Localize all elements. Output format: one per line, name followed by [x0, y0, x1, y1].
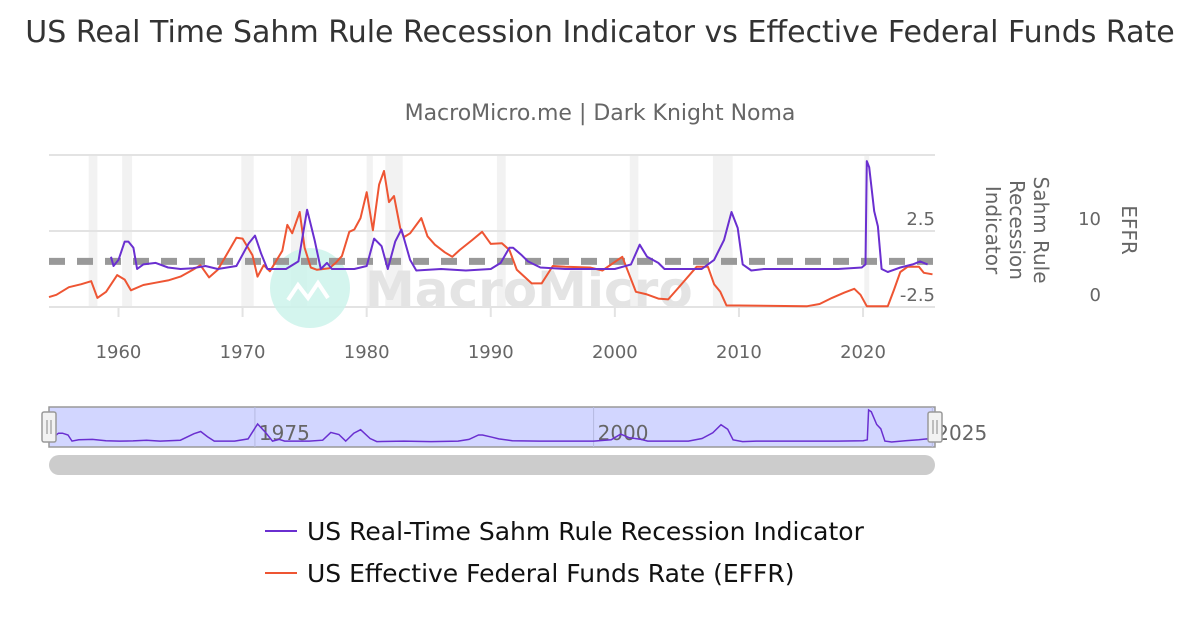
- effr-axis-title: EFFR: [1117, 205, 1141, 255]
- legend-item-effr[interactable]: US Effective Federal Funds Rate (EFFR): [265, 552, 864, 594]
- x-tick-label: 2000: [592, 342, 638, 363]
- effr-line: [48, 170, 933, 308]
- axes: 1960 1970 1980 1990 2000 2010 2020 2.5 -2.5 10 0 Sa…: [96, 176, 1141, 363]
- x-tick-label: 1980: [344, 342, 390, 363]
- navigator-tick-label: 2000: [598, 421, 649, 445]
- navigator-selection[interactable]: [48, 406, 936, 448]
- axis-title-line: Sahm Rule: [1029, 176, 1053, 283]
- grid-lines: [49, 154, 935, 308]
- sahm-axis-tick-label: 2.5: [906, 209, 935, 230]
- x-tick-label: 1960: [96, 342, 142, 363]
- x-tick-label: 1990: [468, 342, 514, 363]
- legend: US Real-Time Sahm Rule Recession Indicat…: [265, 510, 864, 594]
- sahm-axis-tick-label: -2.5: [900, 285, 935, 306]
- series-lines: [48, 160, 935, 308]
- sahm-axis-title: Sahm RuleRecessionIndicator: [981, 176, 1053, 283]
- x-tick-label: 2010: [716, 342, 762, 363]
- legend-swatch-sahm: [265, 530, 297, 532]
- legend-swatch-effr: [265, 572, 297, 574]
- axis-title-line: Indicator: [981, 186, 1005, 275]
- legend-item-sahm[interactable]: US Real-Time Sahm Rule Recession Indicat…: [265, 510, 864, 552]
- navigator-tick-label: 2025: [936, 421, 987, 445]
- sahm-line: [110, 160, 928, 273]
- axis-title-line: Recession: [1005, 180, 1029, 280]
- navigator-handle-right[interactable]: [927, 411, 943, 443]
- sahm-axis-title-text: Sahm RuleRecessionIndicator: [981, 176, 1053, 283]
- range-navigator[interactable]: 1975 2000 2025: [41, 406, 987, 475]
- chart-title: US Real Time Sahm Rule Recession Indicat…: [25, 15, 1175, 50]
- navigator-handle-left[interactable]: [41, 411, 57, 443]
- effr-axis-tick-label: 0: [1090, 285, 1101, 306]
- x-tick-label: 1970: [220, 342, 266, 363]
- effr-axis-title-text: EFFR: [1117, 205, 1141, 255]
- watermark-text: MacroMicro: [365, 261, 693, 319]
- x-tick-label: 2020: [840, 342, 886, 363]
- navigator-series-line: [48, 408, 936, 443]
- watermark-logo-mark-icon: [286, 279, 330, 302]
- effr-axis-tick-label: 10: [1078, 209, 1101, 230]
- navigator-scrollbar[interactable]: [49, 455, 935, 475]
- legend-label: US Effective Federal Funds Rate (EFFR): [307, 558, 795, 588]
- chart-subtitle: MacroMicro.me | Dark Knight Noma: [404, 101, 796, 126]
- legend-label: US Real-Time Sahm Rule Recession Indicat…: [307, 516, 864, 546]
